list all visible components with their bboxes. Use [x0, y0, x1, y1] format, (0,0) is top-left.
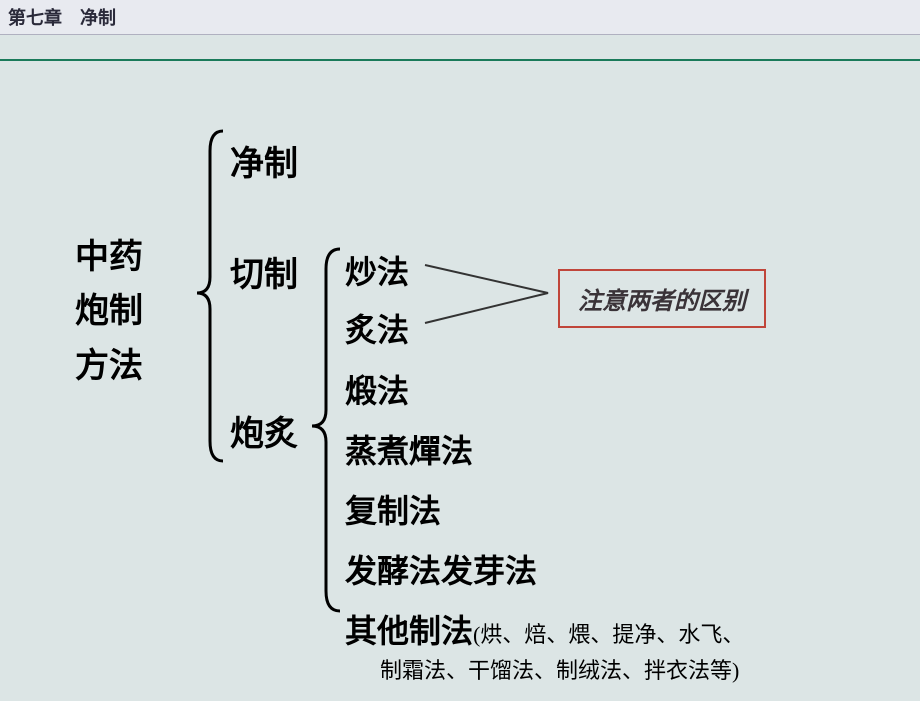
- leaf-other: 其他制法(烘、焙、煨、提净、水飞、: [345, 606, 744, 652]
- leaf-duanfa: 煅法: [345, 366, 409, 412]
- leaf-zhifa: 炙法: [345, 305, 409, 351]
- leaf-other-continued: 制霜法、干馏法、制绒法、拌衣法等): [380, 653, 739, 685]
- connector-arrow: [425, 265, 548, 323]
- leaf-fajiao: 发酵法发芽法: [345, 546, 537, 592]
- root-line-1: 中药: [75, 231, 143, 285]
- chapter-header: 第七章 净制: [0, 0, 920, 35]
- leaf-other-suffix: (烘、焙、煨、提净、水飞、: [473, 622, 744, 647]
- brace-1: [197, 131, 223, 461]
- leaf-chaofa: 炒法: [345, 247, 409, 293]
- diagram-area: 中药 炮制 方法 净制 切制 炮炙 炒法 炙法 煅法 蒸煮燀法 复制法 发酵法发…: [0, 61, 920, 701]
- branch-jingzhi: 净制: [230, 136, 298, 185]
- note-box: 注意两者的区别: [558, 269, 766, 328]
- root-label: 中药 炮制 方法: [75, 231, 143, 394]
- root-line-2: 炮制: [75, 285, 143, 339]
- leaf-other-main: 其他制法: [345, 613, 473, 649]
- branch-paozhi: 炮炙: [230, 406, 298, 455]
- root-line-3: 方法: [75, 340, 143, 394]
- chapter-title: 第七章 净制: [8, 8, 116, 28]
- branch-qiezhi: 切制: [230, 247, 298, 296]
- leaf-zhengzhu: 蒸煮燀法: [345, 426, 473, 472]
- brace-2: [312, 249, 340, 611]
- leaf-fuzhi: 复制法: [345, 486, 441, 532]
